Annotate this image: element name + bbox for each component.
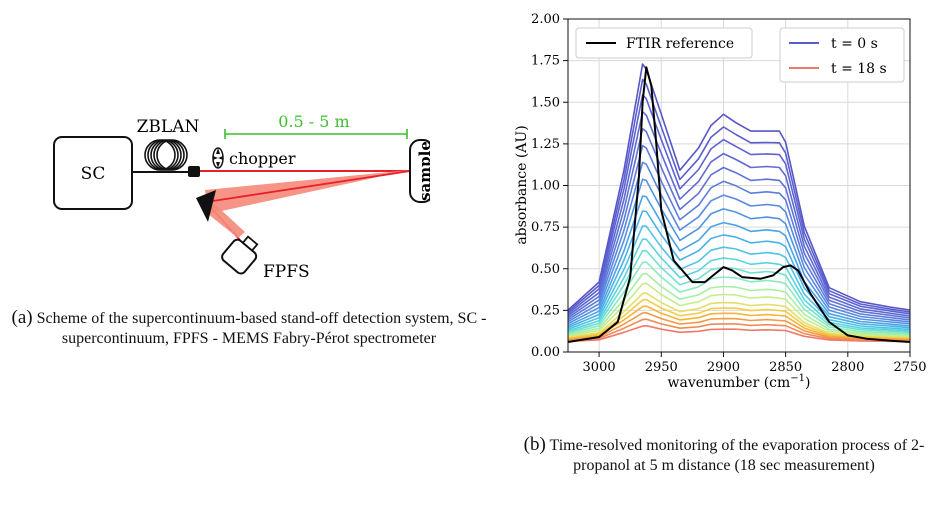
time-series-line: [567, 78, 911, 313]
legend-t18-label: t = 18 s: [831, 61, 887, 77]
chart-series: [567, 63, 911, 343]
caption-a-text: Scheme of the supercontinuum-based stand…: [32, 310, 487, 347]
x-tick-label: 2850: [769, 360, 802, 375]
sample-box: [409, 139, 430, 203]
y-tick-label: 0.50: [531, 262, 560, 277]
time-series-line: [567, 298, 911, 340]
y-tick-label: 0.00: [531, 345, 560, 360]
time-series-line: [567, 292, 911, 339]
fpfs-detector-icon: [221, 235, 259, 275]
fpfs-label: FPFS: [263, 262, 310, 282]
y-tick-label: 0.25: [531, 303, 560, 318]
time-series-line: [567, 94, 911, 315]
x-tick-label: 2950: [645, 360, 678, 375]
y-tick-label: 1.25: [531, 137, 560, 152]
time-series-line: [567, 210, 911, 329]
caption-b-text: Time-resolved monitoring of the evaporat…: [545, 437, 925, 474]
time-series-line: [567, 324, 911, 343]
x-tick-label: 2750: [893, 360, 926, 375]
sample-label: sample: [416, 141, 430, 201]
time-series-line: [567, 282, 911, 338]
setup-scheme: SC ZBLAN chopper 0.5 - 5 m sample FPFS: [53, 112, 430, 282]
axis-ticks: 3000 2950 2900 2850 2800 2750 0.00 0.25 0.50 0.75…: [531, 12, 927, 375]
time-series-line: [567, 161, 911, 323]
time-series-line: [567, 178, 911, 325]
legend-ftir-label: FTIR reference: [626, 36, 734, 52]
distance-marker: [224, 129, 408, 139]
legend-t0-label: t = 0 s: [831, 36, 878, 52]
sc-label: SC: [81, 164, 106, 184]
x-tick-label: 3000: [583, 360, 616, 375]
y-tick-label: 2.00: [531, 12, 560, 27]
caption-a: (a) Scheme of the supercontinuum-based s…: [4, 308, 494, 349]
x-tick-label: 2800: [831, 360, 864, 375]
time-series-line: [567, 261, 911, 335]
time-series-line: [567, 111, 911, 317]
caption-b-label: (b): [523, 434, 546, 455]
time-series-line: [567, 305, 911, 340]
fiber-coil-icon: [144, 139, 188, 171]
y-tick-label: 0.75: [531, 220, 560, 235]
collimator: [188, 166, 200, 177]
ftir-series: [567, 66, 911, 343]
y-tick-label: 1.50: [531, 95, 560, 110]
time-series-line: [567, 311, 911, 341]
y-axis-label: absorbance (AU): [514, 125, 530, 244]
return-beam-line: [205, 170, 411, 203]
ftir-reference-line: [567, 66, 911, 343]
time-series-line: [567, 249, 911, 334]
chopper-icon: [212, 147, 224, 169]
fpfs-beam-cone: [205, 195, 245, 238]
time-series-line: [567, 144, 911, 321]
caption-b: (b) Time-resolved monitoring of the evap…: [518, 435, 930, 476]
absorbance-chart: 3000 2950 2900 2850 2800 2750 0.00 0.25 0.50 0.75…: [514, 12, 927, 391]
y-tick-label: 1.75: [531, 54, 560, 69]
time-series-line: [567, 318, 911, 342]
chopper-label: chopper: [229, 149, 296, 168]
time-series-line: [567, 128, 911, 319]
time-series-line: [567, 272, 911, 337]
y-tick-label: 1.00: [531, 179, 560, 194]
x-tick-label: 2900: [707, 360, 740, 375]
time-series-line: [567, 195, 911, 327]
zblan-label: ZBLAN: [137, 117, 200, 137]
mirror-icon: [196, 190, 216, 222]
distance-label: 0.5 - 5 m: [278, 112, 349, 131]
time-series-line: [567, 238, 911, 332]
caption-a-label: (a): [11, 307, 33, 328]
x-axis-label: wavenumber (cm−1): [667, 373, 810, 391]
return-beam-cone: [205, 170, 410, 214]
time-series-line: [567, 63, 911, 311]
legend-right: t = 0 s t = 18 s: [779, 27, 905, 83]
legend-left: FTIR reference: [575, 27, 753, 59]
